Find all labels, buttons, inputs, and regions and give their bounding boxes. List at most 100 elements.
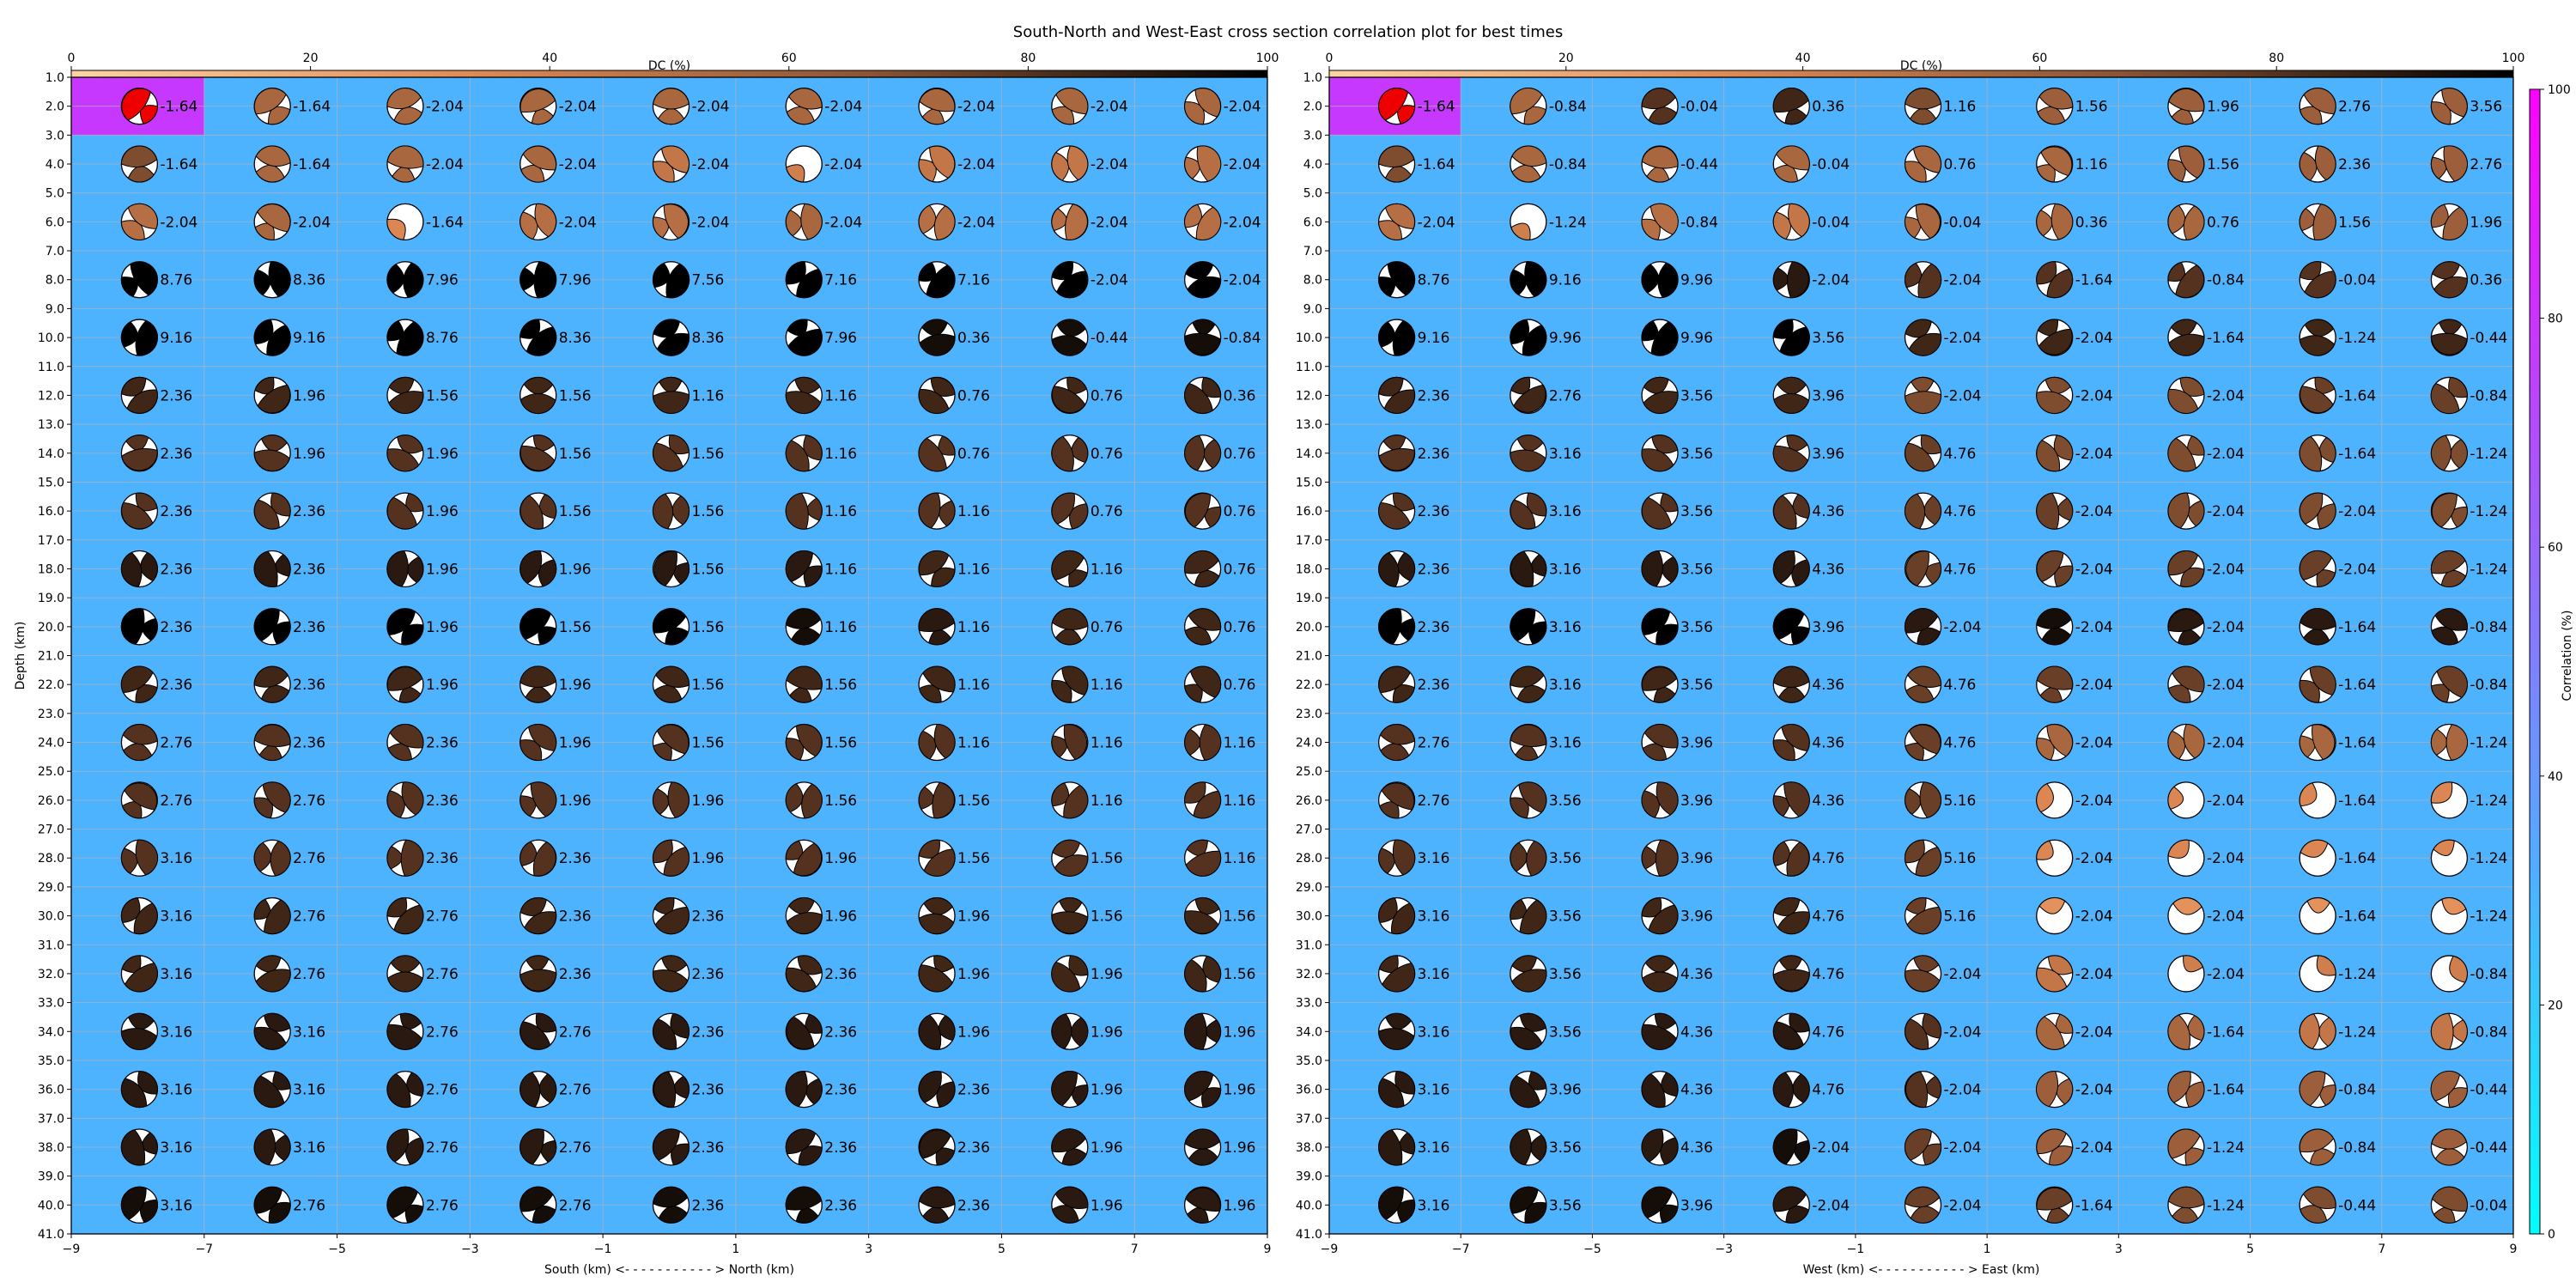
beachball-compressional-quadrant xyxy=(785,1186,823,1211)
time-shift-label: 3.16 xyxy=(1549,619,1582,636)
beachball-compressional-quadrant xyxy=(1772,795,1790,817)
beachball-compressional-quadrant xyxy=(2167,730,2186,760)
beachball-compressional-quadrant xyxy=(1392,319,1415,356)
beachball xyxy=(1051,608,1089,646)
beachball-compressional-quadrant xyxy=(1510,222,1531,240)
beachball xyxy=(652,1012,690,1050)
beachball xyxy=(652,1070,690,1109)
beachball-compressional-quadrant xyxy=(2036,391,2072,414)
beachball-compressional-quadrant xyxy=(1646,166,1670,183)
y-tick-label: 21.0 xyxy=(38,650,64,664)
beachball-compressional-quadrant xyxy=(519,445,556,471)
beachball xyxy=(253,376,291,415)
beachball xyxy=(1510,550,1547,588)
beachball-compressional-quadrant xyxy=(2187,435,2205,456)
time-shift-label: 2.36 xyxy=(1418,619,1450,636)
beachball xyxy=(1510,203,1547,241)
y-tick-label: 6.0 xyxy=(46,216,64,229)
beachball-compressional-quadrant xyxy=(653,1071,677,1108)
beachball-compressional-quadrant xyxy=(2432,1186,2468,1212)
beachball xyxy=(253,319,291,356)
beachball-compressional-quadrant xyxy=(2036,967,2068,993)
y-tick-label: 1.0 xyxy=(1303,71,1322,85)
beachball-compressional-quadrant xyxy=(2309,1148,2336,1166)
beachball xyxy=(519,319,557,356)
beachball-compressional-quadrant xyxy=(1385,1012,1413,1030)
beachball-compressional-quadrant xyxy=(1917,263,1942,299)
beachball xyxy=(1377,550,1416,588)
y-tick-label: 25.0 xyxy=(38,765,64,779)
time-shift-label: -0.84 xyxy=(1549,99,1587,116)
time-shift-label: 1.96 xyxy=(692,850,725,867)
beachball-compressional-quadrant xyxy=(1051,151,1070,181)
time-shift-label: 8.36 xyxy=(692,330,725,347)
time-shift-label: -0.44 xyxy=(1680,156,1718,173)
time-shift-label: -2.04 xyxy=(2207,677,2245,694)
beachball xyxy=(785,492,823,530)
beachball-compressional-quadrant xyxy=(918,964,953,993)
beachball-compressional-quadrant xyxy=(1070,1017,1089,1048)
time-shift-label: 1.96 xyxy=(692,793,725,810)
beachball-compressional-quadrant xyxy=(1382,963,1416,993)
beachball xyxy=(253,896,291,935)
beachball xyxy=(1510,896,1547,935)
beachball-compressional-quadrant xyxy=(1777,686,1806,703)
dc-colorbar-tick-label: 0 xyxy=(1326,52,1334,65)
time-shift-label: 3.56 xyxy=(1680,677,1713,694)
time-shift-label: 2.76 xyxy=(426,1197,459,1214)
beachball-compressional-quadrant xyxy=(2438,319,2463,336)
beachball xyxy=(1772,1070,1810,1109)
beachball-compressional-quadrant xyxy=(2049,1145,2074,1166)
time-shift-label: 2.36 xyxy=(1418,677,1450,694)
beachball xyxy=(1772,839,1810,877)
time-shift-label: -1.24 xyxy=(2470,850,2507,867)
y-tick-label: 18.0 xyxy=(1296,562,1322,576)
beachball-compressional-quadrant xyxy=(932,781,955,819)
time-shift-label: 0.76 xyxy=(1224,561,1256,578)
beachball-compressional-quadrant xyxy=(1772,1186,1807,1212)
beachball-compressional-quadrant xyxy=(1523,106,1546,125)
y-tick-label: 17.0 xyxy=(38,534,64,548)
beachball-compressional-quadrant xyxy=(1528,621,1547,645)
beachball-compressional-quadrant xyxy=(933,723,956,759)
beachball-compressional-quadrant xyxy=(1783,781,1810,817)
beachball xyxy=(918,723,956,762)
time-shift-label: 2.36 xyxy=(692,966,725,983)
beachball-compressional-quadrant xyxy=(534,203,557,238)
beachball-compressional-quadrant xyxy=(120,321,138,348)
beachball xyxy=(1183,781,1222,819)
beachball-compressional-quadrant xyxy=(527,724,557,752)
beachball-compressional-quadrant xyxy=(918,550,950,576)
time-shift-label: -2.04 xyxy=(426,99,464,116)
y-tick-label: 15.0 xyxy=(1296,476,1322,489)
time-shift-label: 2.76 xyxy=(293,1197,325,1214)
beachball-compressional-quadrant xyxy=(2318,1017,2336,1048)
beachball xyxy=(1904,203,1942,241)
beachball xyxy=(2430,1128,2469,1166)
time-shift-label: -2.04 xyxy=(824,99,862,116)
beachball-compressional-quadrant xyxy=(1526,840,1547,877)
beachball-compressional-quadrant xyxy=(1378,848,1395,874)
beachball-compressional-quadrant xyxy=(2430,204,2449,228)
y-tick-label: 3.0 xyxy=(1303,129,1322,143)
beachball xyxy=(1051,434,1089,472)
beachball-compressional-quadrant xyxy=(918,1071,942,1103)
beachball-compressional-quadrant xyxy=(1510,797,1529,819)
time-shift-label: 3.16 xyxy=(160,1197,192,1214)
beachball-compressional-quadrant xyxy=(1184,781,1206,804)
time-shift-label: -2.04 xyxy=(1944,1024,1982,1041)
beachball-compressional-quadrant xyxy=(1772,1128,1798,1165)
beachball-compressional-quadrant xyxy=(1642,971,1678,993)
beachball-compressional-quadrant xyxy=(1071,1084,1089,1107)
beachball xyxy=(386,319,424,356)
time-shift-label: -2.04 xyxy=(2075,1139,2113,1157)
beachball-compressional-quadrant xyxy=(1187,1206,1209,1224)
y-tick-label: 26.0 xyxy=(1296,794,1322,808)
time-shift-label: -2.04 xyxy=(2207,793,2245,810)
beachball-compressional-quadrant xyxy=(2037,106,2066,125)
beachball xyxy=(918,1012,956,1050)
beachball xyxy=(253,1186,291,1224)
beachball-compressional-quadrant xyxy=(918,204,937,234)
beachball-compressional-quadrant xyxy=(787,88,823,110)
